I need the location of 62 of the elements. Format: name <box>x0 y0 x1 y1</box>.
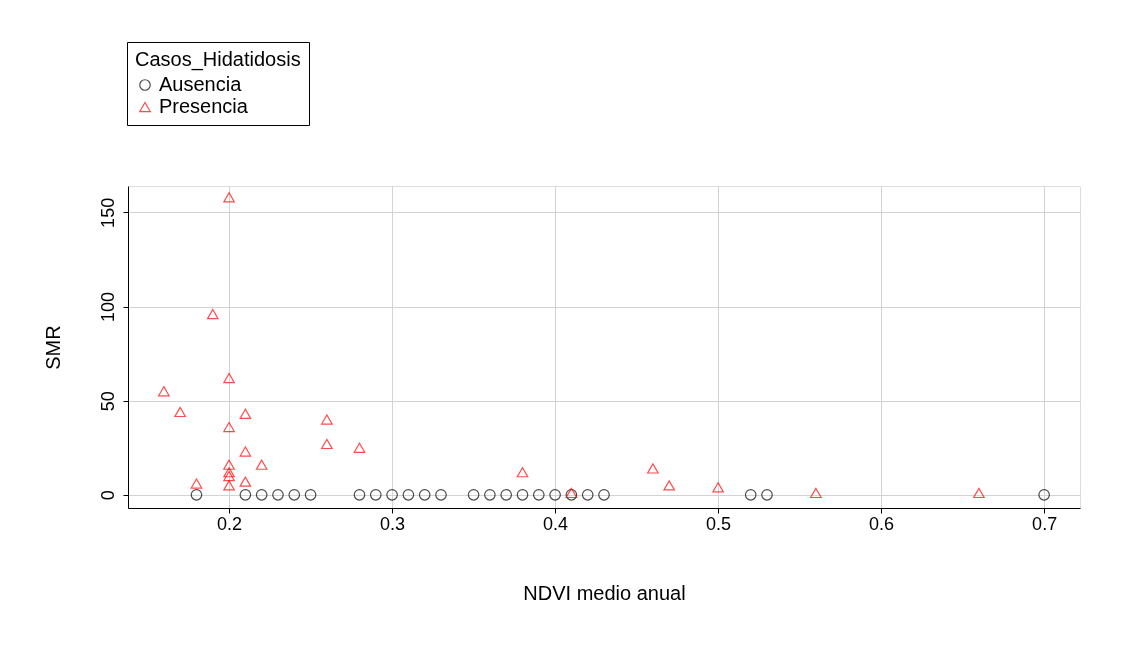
point <box>223 192 235 203</box>
x-tick-label: 0.7 <box>1032 513 1058 534</box>
point <box>973 487 985 499</box>
point <box>190 488 203 501</box>
point <box>516 467 529 478</box>
point <box>321 414 333 425</box>
x-tick-label: 0.4 <box>543 513 569 534</box>
point <box>223 470 235 482</box>
point <box>744 488 757 501</box>
legend-label: Ausencia <box>159 73 243 95</box>
point <box>549 488 561 501</box>
x-tick-label: 0.6 <box>869 513 895 534</box>
point <box>239 446 252 457</box>
y-tick-label: 100 <box>97 291 118 323</box>
point <box>647 463 659 474</box>
point <box>761 488 773 501</box>
x-tick-label: 0.3 <box>380 513 406 534</box>
point <box>467 488 480 501</box>
point <box>484 488 496 501</box>
point <box>304 488 317 501</box>
point <box>321 438 333 450</box>
legend-title: Casos_Hidatidosis <box>135 48 301 71</box>
point <box>255 488 268 501</box>
point <box>581 488 594 501</box>
point <box>598 488 610 501</box>
y-tick-label: 0 <box>97 490 118 501</box>
x-tick-label: 0.2 <box>217 513 243 534</box>
point <box>810 487 822 499</box>
point <box>190 478 203 489</box>
point <box>435 488 447 501</box>
point <box>353 488 366 501</box>
point <box>369 488 382 501</box>
point <box>402 488 415 501</box>
x-tick-label: 0.5 <box>706 513 732 534</box>
point <box>239 408 252 419</box>
point <box>663 480 676 491</box>
y-tick-label: 50 <box>97 391 118 412</box>
point <box>223 467 235 478</box>
point <box>206 308 219 320</box>
point <box>516 488 529 501</box>
point <box>353 442 366 453</box>
y-tick-label: 150 <box>97 197 118 228</box>
point <box>418 488 431 501</box>
legend-label: Presencia <box>159 95 249 117</box>
point <box>386 488 398 501</box>
point <box>223 459 235 470</box>
point <box>272 488 284 501</box>
point <box>532 488 545 501</box>
point <box>158 386 170 397</box>
point <box>255 459 268 470</box>
y-axis-title: SMR <box>41 325 64 370</box>
point <box>239 488 252 501</box>
point <box>223 421 235 433</box>
point <box>239 476 252 487</box>
point <box>223 480 235 491</box>
point <box>288 488 301 501</box>
point <box>174 406 187 418</box>
point <box>712 482 724 493</box>
x-axis-title: NDVI medio anual <box>523 581 686 604</box>
point <box>223 372 235 384</box>
point <box>500 488 513 501</box>
point <box>1038 488 1050 501</box>
